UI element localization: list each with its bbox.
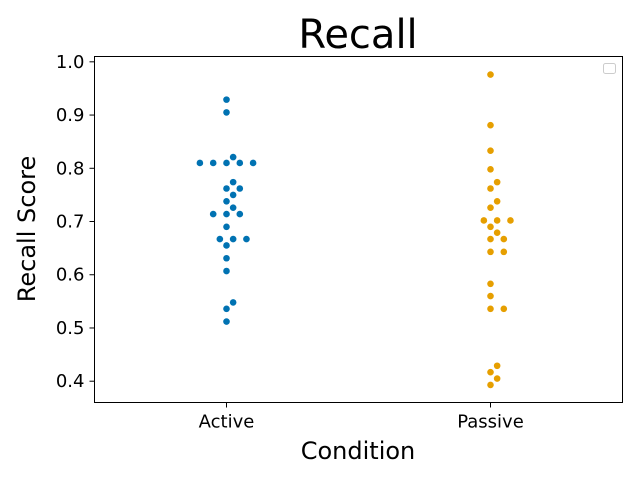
y-tick-label: 1.0 [56, 52, 85, 73]
plot-frame [94, 56, 623, 403]
data-point-active [209, 159, 217, 167]
data-point-active [236, 159, 244, 167]
data-point-passive [487, 185, 494, 192]
x-tick-label-active: Active [199, 412, 255, 433]
data-point-active [229, 204, 237, 211]
legend-box [603, 63, 616, 74]
data-point-passive [487, 381, 494, 389]
x-tick-label-passive: Passive [457, 412, 524, 433]
data-point-active [223, 242, 230, 249]
data-point-passive [487, 292, 494, 300]
data-point-passive [487, 235, 494, 243]
data-point-passive [487, 280, 494, 288]
data-point-active [223, 305, 230, 313]
data-point-active [223, 210, 230, 218]
data-point-active [229, 153, 237, 161]
data-point-active [229, 299, 237, 306]
data-point-active [236, 185, 244, 192]
data-point-passive [493, 178, 501, 186]
data-point-passive [487, 368, 494, 376]
y-axis-label: Recall Score [13, 156, 41, 302]
y-tick-label: 0.8 [56, 158, 85, 179]
data-point-active [223, 197, 230, 205]
data-point-passive [493, 197, 501, 205]
data-point-active [216, 235, 224, 243]
data-point-active [223, 109, 230, 116]
y-tick-label: 0.5 [56, 318, 85, 339]
data-points [196, 71, 514, 389]
data-point-active [236, 210, 244, 218]
data-point-passive [493, 217, 501, 224]
data-point-passive [507, 217, 514, 224]
chart-title: Recall [298, 12, 417, 58]
data-point-passive [500, 248, 508, 256]
data-point-passive [493, 375, 501, 382]
y-tick-label: 0.9 [56, 105, 85, 126]
data-point-active [223, 318, 230, 325]
y-tick-label: 0.7 [56, 212, 85, 233]
data-point-passive [500, 305, 508, 313]
data-point-passive [487, 71, 494, 78]
data-point-active [223, 254, 230, 262]
data-point-active [223, 96, 230, 103]
x-axis: Active Passive [199, 402, 524, 433]
data-point-active [223, 159, 230, 167]
data-point-passive [480, 217, 488, 224]
data-point-active [229, 235, 237, 243]
y-tick-label: 0.6 [56, 265, 85, 286]
x-axis-label: Condition [301, 437, 416, 465]
data-point-passive [487, 305, 494, 313]
data-point-passive [493, 362, 501, 370]
data-point-active [243, 235, 250, 243]
data-point-passive [487, 223, 494, 231]
data-point-active [249, 159, 257, 167]
data-point-passive [487, 121, 494, 129]
data-point-active [223, 223, 230, 231]
data-point-active [229, 178, 237, 186]
data-point-passive [487, 204, 494, 211]
data-point-passive [487, 147, 494, 155]
data-point-active [223, 267, 230, 275]
data-point-active [209, 210, 217, 218]
data-point-passive [500, 235, 508, 243]
data-point-active [196, 159, 204, 167]
data-point-active [223, 185, 230, 192]
y-axis: 0.4 0.5 0.6 0.7 0.8 0.9 1.0 [56, 52, 95, 392]
data-point-passive [487, 166, 494, 173]
data-point-passive [493, 229, 501, 236]
data-point-passive [487, 248, 494, 256]
data-point-active [229, 191, 237, 199]
y-tick-label: 0.4 [56, 371, 85, 392]
